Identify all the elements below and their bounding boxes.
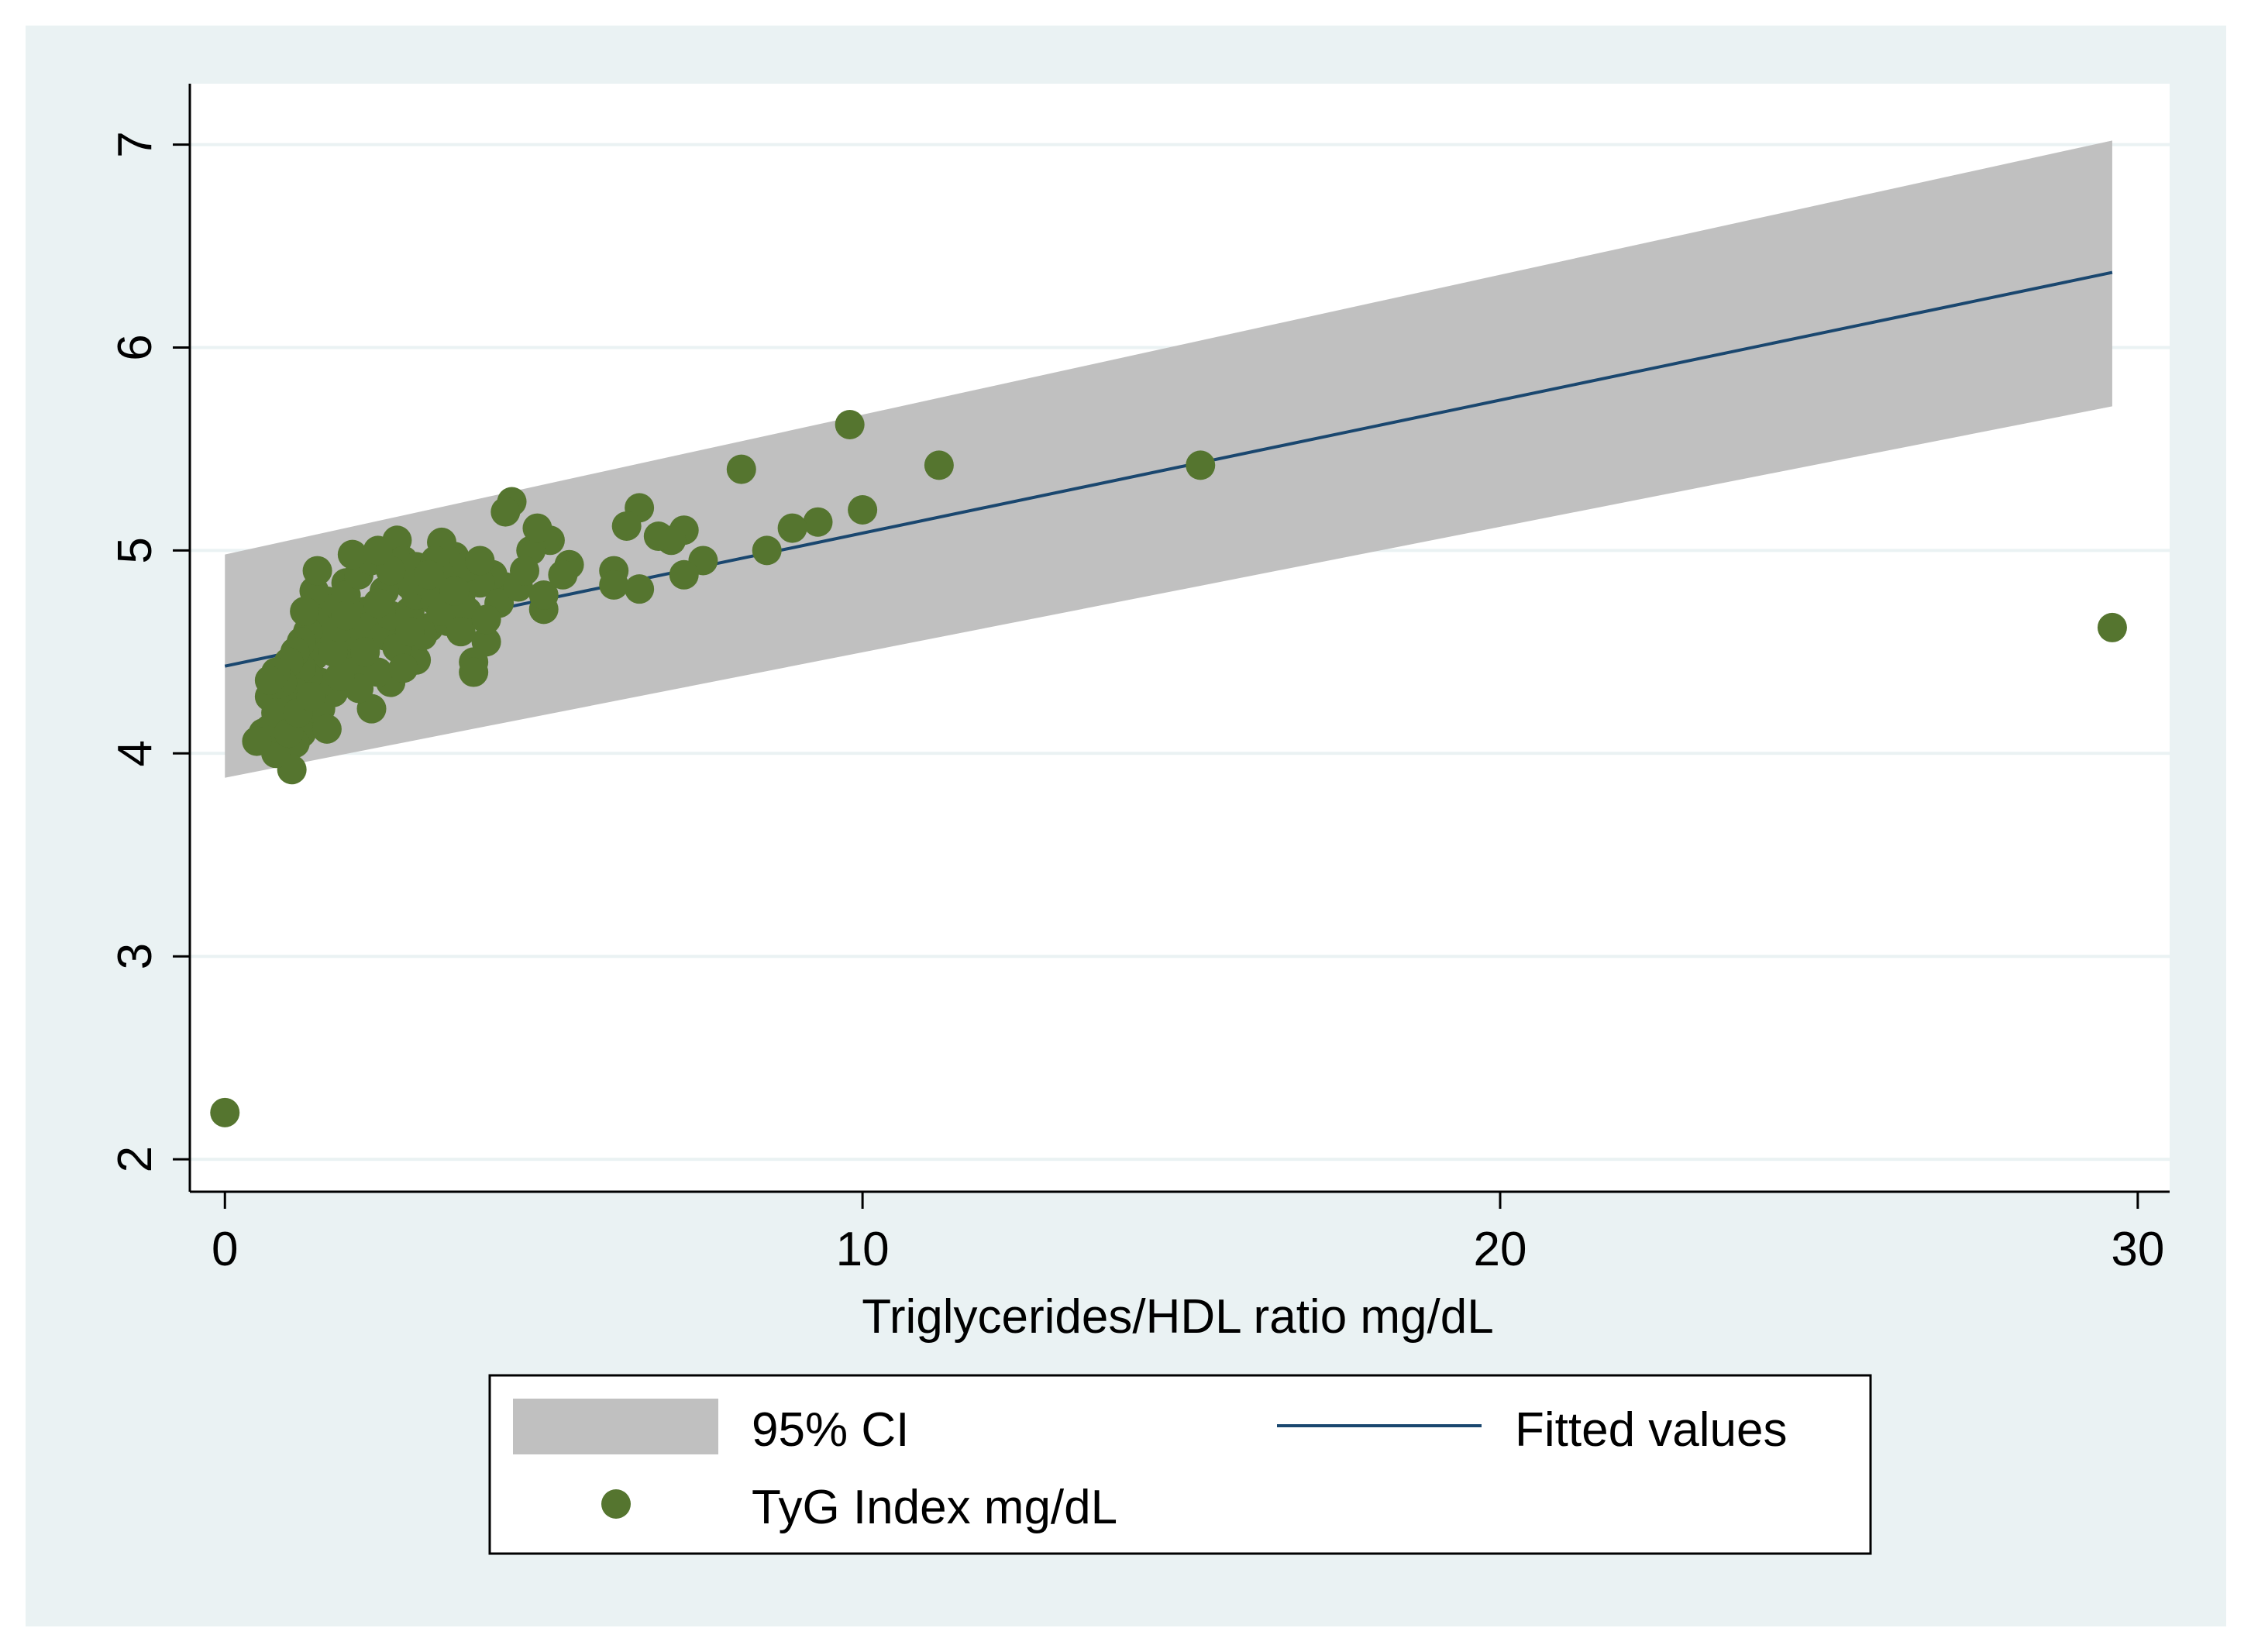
data-point bbox=[296, 681, 326, 711]
legend-marker-label: TyG Index mg/dL bbox=[752, 1481, 1117, 1534]
data-point bbox=[848, 495, 878, 525]
data-point bbox=[611, 511, 642, 541]
data-point bbox=[363, 588, 393, 618]
data-point bbox=[331, 601, 361, 631]
data-point bbox=[548, 559, 578, 590]
data-point bbox=[311, 714, 342, 744]
y-tick-label-5: 5 bbox=[108, 537, 162, 563]
y-tick-label-4: 4 bbox=[108, 740, 162, 766]
data-point bbox=[254, 666, 284, 695]
y-tick-label-3: 3 bbox=[108, 943, 162, 969]
data-point bbox=[242, 726, 272, 756]
data-point bbox=[625, 574, 655, 604]
legend-marker-swatch bbox=[601, 1489, 631, 1519]
legend: 95% CI Fitted values TyG Index mg/dL bbox=[488, 1374, 1872, 1555]
y-tick-label-6: 6 bbox=[108, 334, 162, 360]
data-point bbox=[363, 535, 393, 566]
ci-band bbox=[225, 140, 2112, 778]
data-point bbox=[302, 556, 332, 586]
legend-box bbox=[488, 1374, 1872, 1555]
scatter-points bbox=[210, 410, 2127, 1127]
data-point bbox=[835, 410, 865, 439]
x-tick-label-0: 0 bbox=[212, 1223, 238, 1276]
x-tick-label-30: 30 bbox=[2111, 1223, 2164, 1276]
data-point bbox=[446, 617, 476, 647]
y-tick-label-7: 7 bbox=[108, 131, 162, 157]
y-ticks: 2 3 4 5 6 7 bbox=[108, 131, 190, 1172]
data-point bbox=[210, 1097, 240, 1127]
axes: 0 10 20 30 2 3 4 5 6 7 bbox=[108, 84, 2170, 1276]
data-point bbox=[388, 653, 418, 683]
data-point bbox=[394, 617, 425, 647]
data-point bbox=[325, 661, 355, 691]
data-point bbox=[726, 454, 756, 484]
data-point bbox=[459, 657, 489, 687]
data-point bbox=[522, 513, 552, 543]
data-point bbox=[490, 497, 521, 527]
data-point bbox=[510, 556, 540, 586]
data-point bbox=[669, 559, 699, 590]
data-point bbox=[465, 546, 495, 576]
x-ticks: 0 10 20 30 bbox=[212, 1192, 2164, 1276]
data-point bbox=[337, 539, 367, 570]
data-point bbox=[1186, 450, 1216, 480]
data-point bbox=[290, 596, 320, 626]
ci-band-layer bbox=[225, 140, 2112, 778]
data-point bbox=[2097, 612, 2127, 642]
data-point bbox=[752, 535, 782, 566]
data-point bbox=[643, 521, 673, 552]
data-point bbox=[318, 637, 349, 667]
legend-fitted-label: Fitted values bbox=[1515, 1403, 1788, 1457]
x-tick-label-20: 20 bbox=[1474, 1223, 1527, 1276]
data-point bbox=[439, 576, 470, 606]
data-point bbox=[471, 604, 501, 635]
y-tick-label-2: 2 bbox=[108, 1146, 162, 1172]
x-axis-title: Triglycerides/HDL ratio mg/dL bbox=[862, 1290, 1493, 1344]
data-point bbox=[350, 637, 380, 667]
legend-ci-swatch bbox=[513, 1399, 718, 1454]
data-point bbox=[599, 570, 629, 600]
data-point bbox=[803, 507, 833, 537]
data-point bbox=[528, 580, 559, 610]
data-point bbox=[777, 513, 807, 543]
legend-ci-label: 95% CI bbox=[752, 1403, 909, 1457]
x-tick-label-10: 10 bbox=[836, 1223, 890, 1276]
data-point bbox=[924, 450, 954, 480]
gridlines bbox=[190, 143, 2170, 1162]
data-point bbox=[414, 559, 444, 590]
